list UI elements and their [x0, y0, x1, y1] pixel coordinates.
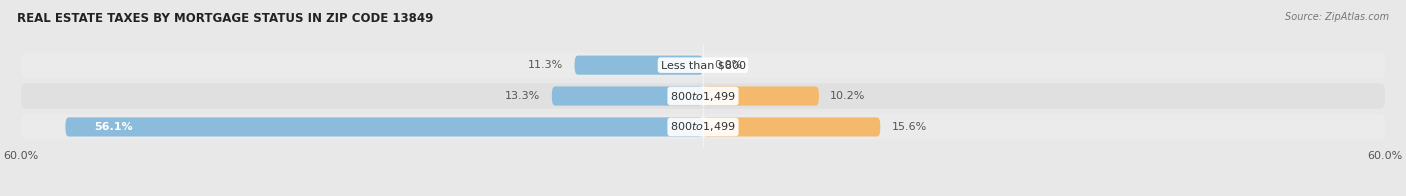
FancyBboxPatch shape: [703, 117, 880, 136]
Text: 10.2%: 10.2%: [831, 91, 866, 101]
Text: 0.0%: 0.0%: [714, 60, 742, 70]
FancyBboxPatch shape: [703, 86, 818, 106]
Text: Less than $800: Less than $800: [661, 60, 745, 70]
Text: 15.6%: 15.6%: [891, 122, 927, 132]
FancyBboxPatch shape: [575, 56, 703, 75]
Text: 56.1%: 56.1%: [94, 122, 132, 132]
FancyBboxPatch shape: [21, 83, 1385, 109]
Text: $800 to $1,499: $800 to $1,499: [671, 90, 735, 103]
Text: 13.3%: 13.3%: [505, 91, 540, 101]
FancyBboxPatch shape: [66, 117, 703, 136]
FancyBboxPatch shape: [21, 53, 1385, 78]
Text: REAL ESTATE TAXES BY MORTGAGE STATUS IN ZIP CODE 13849: REAL ESTATE TAXES BY MORTGAGE STATUS IN …: [17, 12, 433, 25]
Text: 11.3%: 11.3%: [529, 60, 564, 70]
FancyBboxPatch shape: [21, 114, 1385, 140]
Text: $800 to $1,499: $800 to $1,499: [671, 120, 735, 133]
Text: Source: ZipAtlas.com: Source: ZipAtlas.com: [1285, 12, 1389, 22]
FancyBboxPatch shape: [551, 86, 703, 106]
